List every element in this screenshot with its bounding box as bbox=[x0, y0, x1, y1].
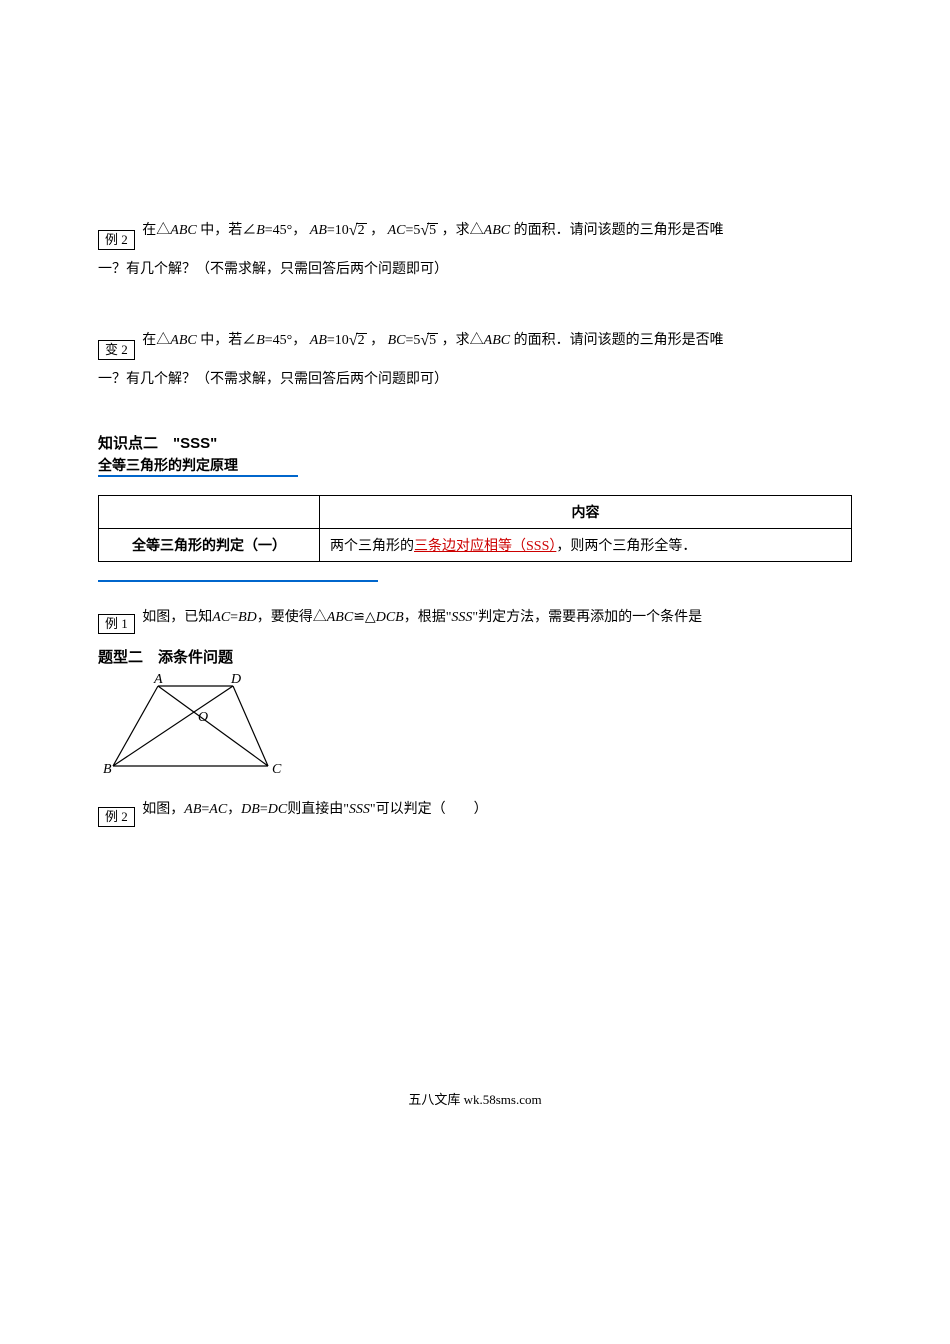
text: = bbox=[260, 802, 268, 817]
text: ABC bbox=[484, 333, 510, 348]
sqrt: √5 bbox=[420, 320, 438, 362]
text: AB bbox=[310, 333, 327, 348]
text: DB bbox=[241, 802, 260, 817]
triangle-symbol bbox=[156, 223, 170, 238]
knowledge-point-2-title: 知识点二 "SSS" bbox=[98, 432, 852, 453]
text: ，求 bbox=[442, 333, 470, 348]
text: ，求 bbox=[442, 223, 470, 238]
label-B: B bbox=[103, 762, 112, 777]
sqrt: √2 bbox=[349, 210, 367, 252]
triangle-symbol bbox=[365, 610, 376, 625]
sss-table: 内容 全等三角形的判定（一） 两个三角形的三条边对应相等（SSS），则两个三角形… bbox=[98, 495, 852, 562]
triangle-symbol bbox=[470, 223, 484, 238]
triangle-symbol bbox=[156, 333, 170, 348]
text: 一？有几个解？（不需求解，只需回答后两个问题即可） bbox=[98, 262, 448, 277]
text: ABC bbox=[170, 223, 196, 238]
text: AC bbox=[212, 610, 230, 625]
tag-example-2b: 例 2 bbox=[98, 807, 135, 827]
text: ，要使得 bbox=[257, 610, 313, 625]
congruent-symbol bbox=[353, 610, 365, 625]
text: 中，若 bbox=[200, 333, 242, 348]
highlight-sss: 三条边对应相等（SSS） bbox=[414, 539, 556, 554]
label-C: C bbox=[272, 762, 282, 777]
text: 则直接由" bbox=[287, 802, 349, 817]
text: SSS bbox=[349, 802, 370, 817]
text: ， bbox=[370, 223, 384, 238]
knowledge-point-2-subtitle: 全等三角形的判定原理 bbox=[98, 455, 298, 477]
text: 中，若 bbox=[200, 223, 242, 238]
text: BD bbox=[238, 610, 257, 625]
text: AB bbox=[310, 223, 327, 238]
text: ABC bbox=[484, 223, 510, 238]
text: =5 bbox=[405, 223, 420, 238]
text: BC bbox=[388, 333, 406, 348]
text: =5 bbox=[405, 333, 420, 348]
text: 一？有几个解？（不需求解，只需回答后两个问题即可） bbox=[98, 372, 448, 387]
triangle-symbol bbox=[313, 610, 327, 625]
text: 在 bbox=[142, 333, 156, 348]
table-row-content: 两个三角形的三条边对应相等（SSS），则两个三角形全等． bbox=[320, 528, 852, 561]
text: AC bbox=[209, 802, 227, 817]
tag-example-2: 例 2 bbox=[98, 230, 135, 250]
text: =45°， bbox=[265, 223, 307, 238]
text: = bbox=[230, 610, 238, 625]
table-row-head: 全等三角形的判定（一） bbox=[99, 528, 320, 561]
angle-symbol bbox=[242, 223, 256, 238]
text: "判定方法，需要再添加的一个条件是 bbox=[472, 610, 702, 625]
text: =45°， bbox=[265, 333, 307, 348]
tag-example-1: 例 1 bbox=[98, 614, 135, 634]
text: "可以判定（ ） bbox=[370, 802, 488, 817]
text: ABC bbox=[327, 610, 353, 625]
triangle-diagram: A D B C O bbox=[98, 671, 852, 786]
text: ， bbox=[227, 802, 241, 817]
text: DC bbox=[268, 802, 287, 817]
example-2: 例 2 在 ABC 中，若 B=45°， AB=10√2 ， AC=5√5 ，求 AB… bbox=[98, 210, 852, 288]
text: 两个三角形的 bbox=[330, 539, 414, 554]
text: DCB bbox=[376, 610, 404, 625]
sqrt: √2 bbox=[349, 320, 367, 362]
text: SSS bbox=[451, 610, 472, 625]
text: =10 bbox=[327, 333, 349, 348]
divider bbox=[98, 580, 378, 582]
text: AC bbox=[388, 223, 406, 238]
tag-variant-2: 变 2 bbox=[98, 340, 135, 360]
text: 如图，已知 bbox=[142, 610, 212, 625]
page-footer: 五八文库 wk.58sms.com bbox=[0, 1089, 950, 1138]
text: ， bbox=[370, 333, 384, 348]
label-A: A bbox=[153, 672, 163, 687]
problem-type-2: 题型二 添条件问题 bbox=[98, 646, 852, 667]
table-header-content: 内容 bbox=[320, 495, 852, 528]
diagram-svg: A D B C O bbox=[98, 671, 298, 781]
table-header-blank bbox=[99, 495, 320, 528]
example-2b: 例 2 如图，AB=AC，DB=DC则直接由"SSS"可以判定（ ） bbox=[98, 792, 852, 828]
example-1: 例 1 如图，已知AC=BD，要使得 ABC DCB，根据"SSS"判定方法，需要再… bbox=[98, 600, 852, 636]
label-D: D bbox=[230, 672, 241, 687]
text: ，根据" bbox=[404, 610, 452, 625]
text: ABC bbox=[170, 333, 196, 348]
text: 在 bbox=[142, 223, 156, 238]
text: ，则两个三角形全等． bbox=[556, 539, 696, 554]
text: B bbox=[256, 223, 265, 238]
label-O: O bbox=[198, 710, 208, 725]
text: 的面积．请问该题的三角形是否唯 bbox=[514, 333, 724, 348]
text: 的面积．请问该题的三角形是否唯 bbox=[514, 223, 724, 238]
text: B bbox=[256, 333, 265, 348]
text: =10 bbox=[327, 223, 349, 238]
page: 例 2 在ABC 中，若B=45°， AB=10√2 ， AC=5√5 ，求AB… bbox=[0, 0, 950, 829]
triangle-symbol bbox=[470, 333, 484, 348]
angle-symbol bbox=[242, 333, 256, 348]
text: AB bbox=[184, 802, 201, 817]
sqrt: √5 bbox=[420, 210, 438, 252]
variant-2: 变 2 在 ABC 中，若 B=45°， AB=10√2 ， BC=5√5 ，求 AB… bbox=[98, 320, 852, 398]
text: 如图， bbox=[142, 802, 184, 817]
